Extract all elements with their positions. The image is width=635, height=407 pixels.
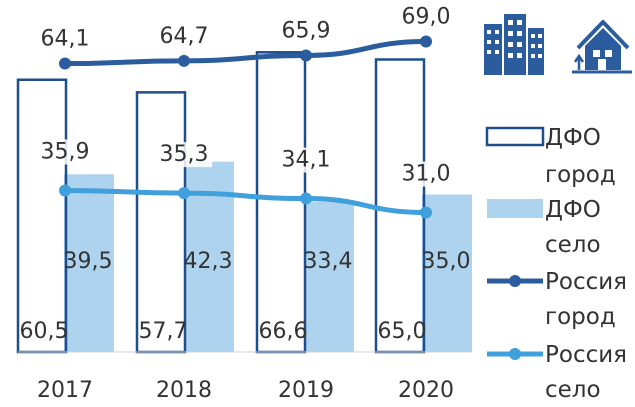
rural-house-icon xyxy=(572,20,632,74)
label-russia-city-text: 64,7 xyxy=(160,24,209,49)
russia-city-point xyxy=(420,35,432,48)
x-tick-label: 2019 xyxy=(278,378,334,403)
legend-label-line1: Россия xyxy=(545,269,627,295)
bar-dfo-city xyxy=(135,91,187,354)
label-dfo-village: 33,4 xyxy=(304,249,353,274)
label-russia-village-text: 34,1 xyxy=(282,148,331,173)
x-tick-label: 2020 xyxy=(398,378,454,403)
legend-label-line2: город xyxy=(545,304,616,330)
legend-marker-russia-village xyxy=(509,348,521,360)
legend-item-russia-city: Россия город xyxy=(487,269,627,330)
legend-item-russia-village: Россия село xyxy=(487,342,627,403)
legend-label-line2: город xyxy=(545,162,616,188)
label-dfo-city: 60,5 xyxy=(20,319,69,344)
label-dfo-village-text: 39,5 xyxy=(64,249,113,274)
russia-city-point xyxy=(300,49,312,62)
russia-village-point xyxy=(178,187,190,200)
russia-city-point xyxy=(178,54,190,67)
legend-swatch-dfo-city xyxy=(485,126,545,147)
legend-label-line2: село xyxy=(545,377,601,403)
russia-city-line xyxy=(62,39,429,67)
bar-dfo-village xyxy=(422,194,472,352)
label-dfo-city: 57,7 xyxy=(139,319,188,344)
label-russia-city: 69,0 xyxy=(397,4,455,30)
bar-dfo-village xyxy=(64,174,114,352)
russia-village-point xyxy=(300,192,312,205)
russia-village-line xyxy=(62,187,429,215)
label-russia-village: 35,3 xyxy=(155,142,213,168)
legend-label-line2: село xyxy=(545,232,601,258)
legend-label-line1: Россия xyxy=(545,342,627,368)
label-dfo-village: 35,0 xyxy=(422,249,471,274)
bar-dfo-city xyxy=(255,51,307,354)
x-tick-label: 2018 xyxy=(156,378,212,403)
legend-label-line1: ДФО xyxy=(545,125,601,151)
legend: ДФО город ДФО село Россия город Россия с… xyxy=(485,125,627,403)
label-russia-city-text: 69,0 xyxy=(402,5,451,30)
russia-city-point xyxy=(59,57,71,70)
label-dfo-city-text: 60,5 xyxy=(20,319,69,344)
x-axis: 2017 2018 2019 2020 xyxy=(18,351,472,403)
label-russia-city: 64,7 xyxy=(155,24,213,49)
label-russia-city: 64,1 xyxy=(36,26,94,52)
data-labels-layer: 64,1 64,7 65,9 69,0 35,9 35,3 34,1 31,0 39,5 42,3… xyxy=(20,4,471,344)
legend-marker-russia-city xyxy=(509,275,521,287)
label-dfo-city-text: 65,0 xyxy=(378,319,427,344)
label-russia-village-text: 35,3 xyxy=(160,142,209,167)
bars-layer xyxy=(16,51,472,354)
label-dfo-village: 39,5 xyxy=(64,249,113,274)
label-russia-city-text: 65,9 xyxy=(282,18,331,43)
legend-swatch-dfo-village xyxy=(487,199,543,218)
label-dfo-village: 42,3 xyxy=(184,249,233,274)
label-russia-village: 35,9 xyxy=(36,139,94,165)
label-russia-village: 34,1 xyxy=(277,147,335,173)
label-dfo-city: 66,6 xyxy=(259,319,308,344)
label-russia-village-text: 35,9 xyxy=(41,139,90,164)
legend-label-line1: ДФО xyxy=(545,197,601,223)
label-russia-city: 65,9 xyxy=(277,18,335,44)
x-tick-label: 2017 xyxy=(37,378,93,403)
label-dfo-city-text: 57,7 xyxy=(139,319,188,344)
russia-village-point xyxy=(59,184,71,197)
russia-village-point xyxy=(420,206,432,219)
city-buildings-icon xyxy=(484,14,544,75)
bar-dfo-city xyxy=(374,58,426,354)
label-dfo-village-text: 33,4 xyxy=(304,249,353,274)
lines-layer xyxy=(59,35,432,219)
bar-dfo-village xyxy=(304,201,354,352)
legend-item-dfo-city: ДФО город xyxy=(485,125,616,188)
label-dfo-city-text: 66,6 xyxy=(259,319,308,344)
legend-item-dfo-village: ДФО село xyxy=(487,197,601,258)
bar-dfo-city xyxy=(16,78,68,354)
label-dfo-city: 65,0 xyxy=(378,319,427,344)
label-dfo-village-text: 42,3 xyxy=(184,249,233,274)
label-russia-village: 31,0 xyxy=(397,161,455,187)
label-dfo-village-text: 35,0 xyxy=(422,249,471,274)
label-russia-city-text: 64,1 xyxy=(41,27,90,52)
label-russia-village-text: 31,0 xyxy=(402,162,451,187)
